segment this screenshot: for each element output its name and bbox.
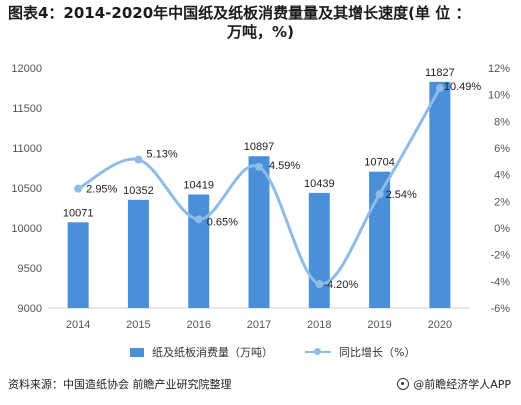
bar-data-labels: 10071 10352 10419 10897 10439 10704 11827 xyxy=(63,67,455,219)
right-axis-tick-label: -2% xyxy=(490,250,510,262)
x-axis-tick-label: 2016 xyxy=(186,319,210,331)
bar-value-label: 10897 xyxy=(244,141,275,153)
x-axis-tick-label: 2020 xyxy=(428,319,452,331)
left-axis-tick-label: 12000 xyxy=(11,63,42,75)
growth-value-label: -4.20% xyxy=(323,279,358,291)
right-axis-tick-label: 6% xyxy=(494,143,510,155)
combo-chart: 9000 9500 10000 10500 11000 11500 12000 -6% -4%… xyxy=(11,63,510,331)
bar xyxy=(188,194,210,308)
bar xyxy=(67,222,89,308)
right-axis-tick-label: 12% xyxy=(488,63,510,75)
legend: 纸及纸板消费量（万吨） 同比增长（%） xyxy=(0,342,521,362)
right-axis-tick-label: 10% xyxy=(488,90,510,102)
x-axis-ticks: 2014 2015 2016 2017 2018 2019 2020 xyxy=(66,319,452,331)
brand-icon xyxy=(397,378,410,390)
legend-bar-label: 纸及纸板消费量（万吨） xyxy=(152,346,273,359)
legend-item-line: 同比增长（%） xyxy=(305,344,415,360)
left-axis-tick-label: 10500 xyxy=(11,183,42,195)
bar-value-label: 10352 xyxy=(123,185,154,197)
growth-point xyxy=(134,155,143,164)
growth-value-label: 4.59% xyxy=(269,160,300,172)
x-axis-tick-label: 2014 xyxy=(66,319,90,331)
right-axis-tick-label: -4% xyxy=(490,276,510,288)
bar-value-label: 10439 xyxy=(304,178,335,190)
bar xyxy=(429,81,451,308)
right-axis-tick-label: -6% xyxy=(490,303,510,315)
credit-text: @前瞻经济学人APP xyxy=(413,378,511,391)
x-axis-tick-label: 2015 xyxy=(126,319,150,331)
left-axis-ticks: 9000 9500 10000 10500 11000 11500 12000 xyxy=(11,63,42,315)
right-axis-ticks: -6% -4% -2% 0% 2% 4% 6% 8% 10% 12% xyxy=(488,63,510,315)
growth-point xyxy=(315,280,324,288)
left-axis-tick-label: 9500 xyxy=(18,263,42,275)
legend-line-swatch xyxy=(305,347,331,357)
right-axis-tick-label: 8% xyxy=(494,116,510,128)
line-data-labels: 2.95% 5.13% 0.65% 4.59% -4.20% 2.54% 10.49% xyxy=(86,81,481,291)
growth-point xyxy=(74,184,83,193)
growth-value-label: 10.49% xyxy=(444,81,482,93)
growth-value-label: 2.54% xyxy=(386,189,417,201)
source-note: 资料来源：中国造纸协会 前瞻产业研究院整理 xyxy=(8,378,232,391)
growth-value-label: 5.13% xyxy=(146,149,177,161)
right-axis-tick-label: 4% xyxy=(494,170,510,182)
right-axis-tick-label: 0% xyxy=(494,223,510,235)
chart-title: 图表4：2014-2020年中国纸及纸板消费量量及其增长速度(单 位 ： 万吨，… xyxy=(8,4,513,42)
right-axis-tick-label: 2% xyxy=(494,196,510,208)
left-axis-tick-label: 9000 xyxy=(18,303,42,315)
legend-line-label: 同比增长（%） xyxy=(339,346,416,359)
growth-point xyxy=(194,215,203,224)
bar xyxy=(127,199,149,308)
growth-value-label: 2.95% xyxy=(86,184,117,196)
left-axis-tick-label: 11000 xyxy=(12,143,42,155)
left-axis-tick-label: 11500 xyxy=(12,103,42,115)
legend-item-bar: 纸及纸板消费量（万吨） xyxy=(130,344,273,360)
growth-point xyxy=(375,190,384,199)
x-axis-tick-label: 2019 xyxy=(367,319,391,331)
chart-title-line2: 万吨，%) xyxy=(227,23,294,41)
x-axis-tick-label: 2018 xyxy=(307,319,331,331)
legend-bar-swatch xyxy=(130,347,144,357)
x-axis-tick-label: 2017 xyxy=(247,319,271,331)
bar-value-label: 10071 xyxy=(63,207,94,219)
bar-value-label: 11827 xyxy=(425,67,455,79)
bar-series xyxy=(67,81,451,308)
chart-title-line1: 图表4：2014-2020年中国纸及纸板消费量量及其增长速度(单 位 ： xyxy=(8,4,471,22)
credit: @前瞻经济学人APP xyxy=(397,376,511,392)
growth-point xyxy=(435,84,444,93)
bar xyxy=(248,156,270,308)
line-series xyxy=(74,84,444,288)
bar-value-label: 10419 xyxy=(183,179,214,191)
left-axis-tick-label: 10000 xyxy=(11,223,42,235)
growth-point xyxy=(255,162,263,171)
growth-value-label: 0.65% xyxy=(207,216,238,228)
bar-value-label: 10704 xyxy=(364,157,395,169)
